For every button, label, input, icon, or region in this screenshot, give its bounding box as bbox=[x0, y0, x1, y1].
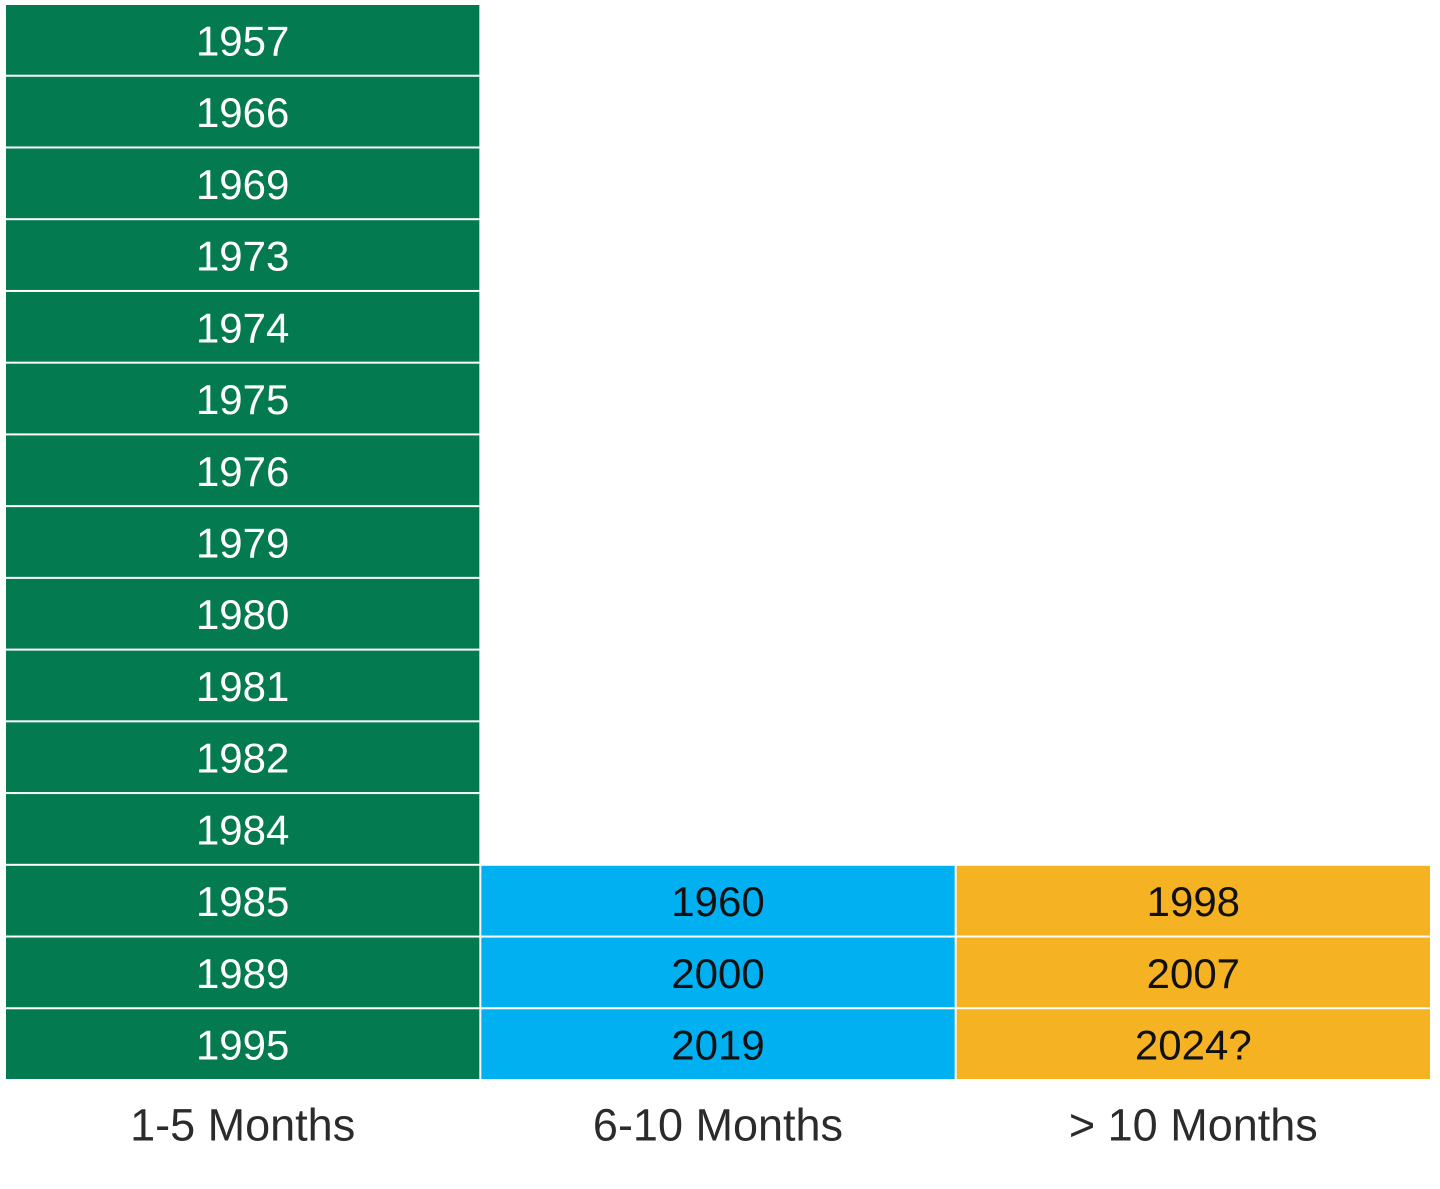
year-label: 1960 bbox=[671, 878, 764, 925]
year-cell bbox=[956, 937, 1430, 1008]
year-label: 2000 bbox=[671, 950, 764, 997]
year-label: 1981 bbox=[196, 663, 289, 710]
year-cell bbox=[481, 1009, 955, 1079]
year-cell bbox=[6, 722, 480, 793]
year-label: 1974 bbox=[196, 304, 289, 351]
year-cell bbox=[6, 1009, 480, 1079]
year-cell bbox=[6, 865, 480, 936]
year-label: 1982 bbox=[196, 735, 289, 782]
year-cell bbox=[6, 148, 480, 219]
year-cell bbox=[6, 291, 480, 362]
year-cell bbox=[6, 794, 480, 864]
year-label: 1969 bbox=[196, 161, 289, 208]
year-cell bbox=[6, 5, 480, 75]
year-cell bbox=[6, 507, 480, 577]
year-label: 1979 bbox=[196, 520, 289, 567]
year-label: 1966 bbox=[196, 89, 289, 136]
year-label: 1998 bbox=[1147, 878, 1240, 925]
year-label: 1980 bbox=[196, 591, 289, 638]
year-cell bbox=[6, 76, 480, 147]
year-label: 1989 bbox=[196, 950, 289, 997]
year-cell bbox=[6, 435, 480, 506]
year-label: 1995 bbox=[196, 1022, 289, 1069]
year-cell bbox=[481, 865, 955, 936]
column-label: 1-5 Months bbox=[130, 1100, 355, 1151]
year-label: 1985 bbox=[196, 878, 289, 925]
year-label: 1973 bbox=[196, 233, 289, 280]
year-label: 1984 bbox=[196, 806, 289, 853]
year-cell bbox=[481, 937, 955, 1008]
year-cell bbox=[956, 1009, 1430, 1079]
year-cell bbox=[6, 220, 480, 290]
year-label: 1975 bbox=[196, 376, 289, 423]
year-cell bbox=[6, 363, 480, 434]
year-label: 1957 bbox=[196, 17, 289, 64]
year-label: 1976 bbox=[196, 448, 289, 495]
year-cell bbox=[956, 865, 1430, 936]
year-cell bbox=[6, 650, 480, 721]
year-cell bbox=[6, 578, 480, 649]
year-label: 2007 bbox=[1147, 950, 1240, 997]
year-label: 2019 bbox=[671, 1022, 764, 1069]
column-label: 6-10 Months bbox=[593, 1100, 843, 1151]
year-label: 2024? bbox=[1135, 1022, 1252, 1069]
column-label: > 10 Months bbox=[1069, 1100, 1318, 1151]
year-cell bbox=[6, 937, 480, 1008]
